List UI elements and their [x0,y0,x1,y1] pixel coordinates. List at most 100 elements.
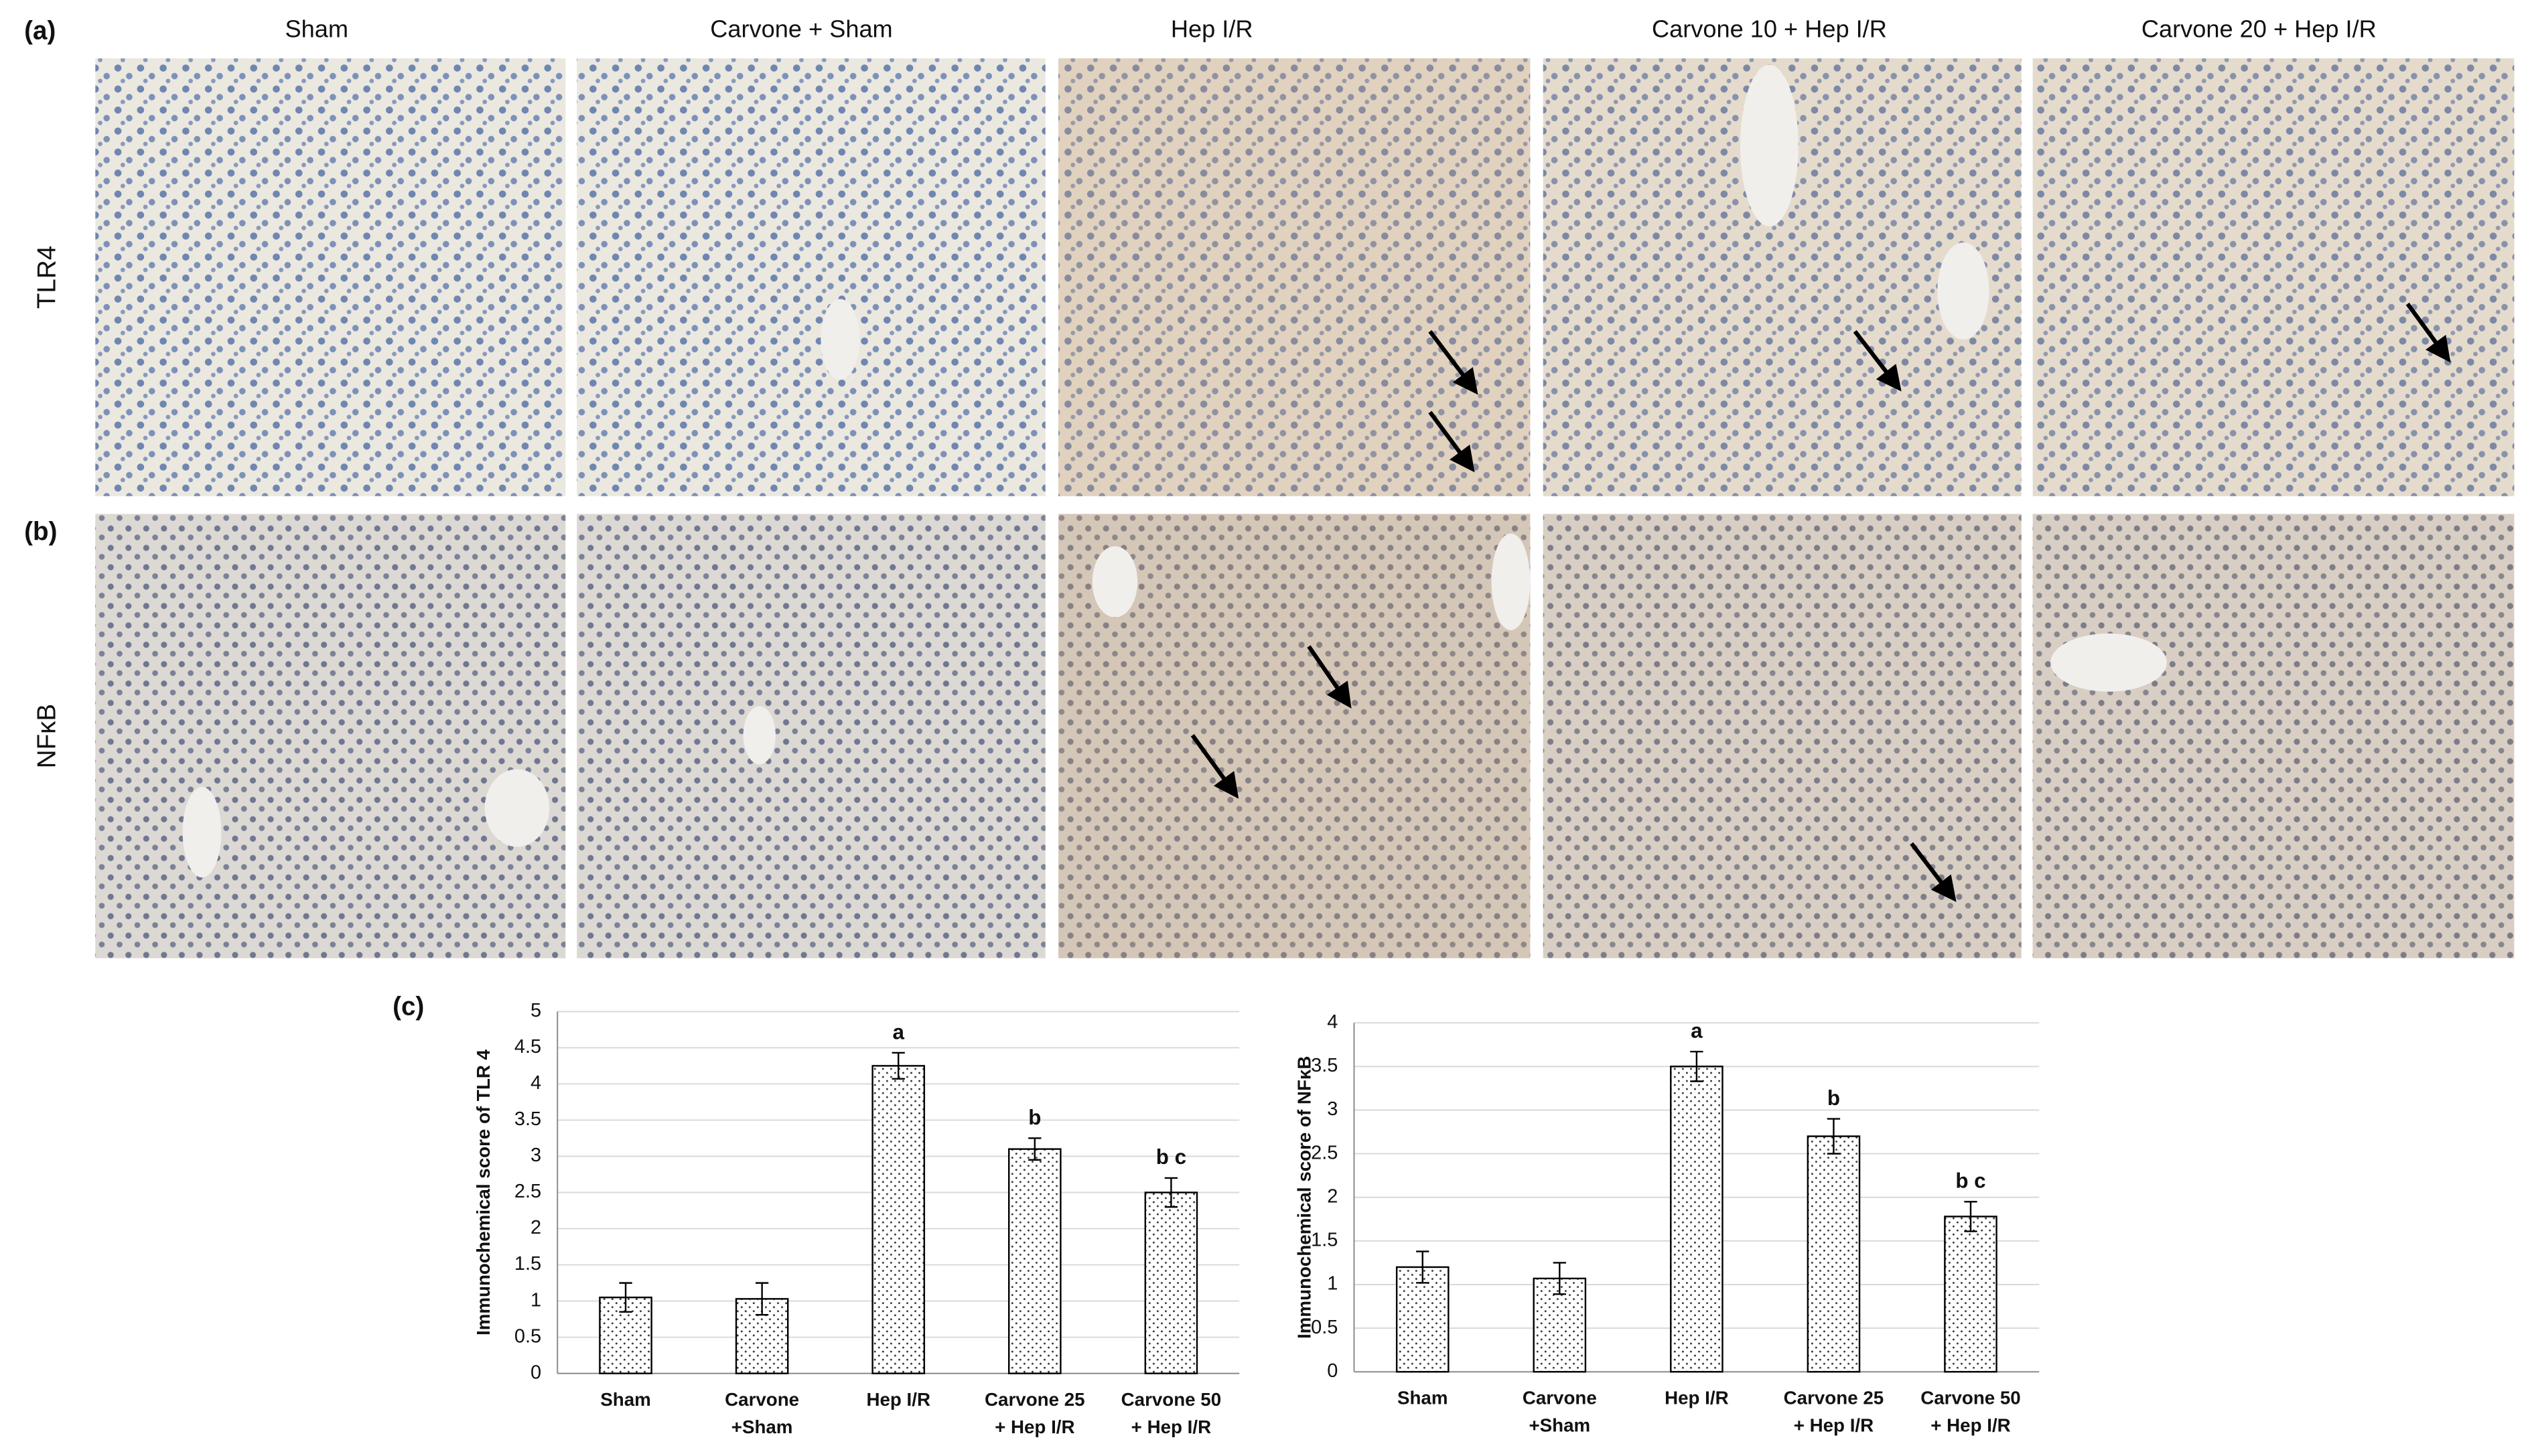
x-tick-label: Hep I/R [1665,1388,1729,1408]
bar [1395,1266,1450,1373]
y-tick-label: 0.5 [514,1325,541,1347]
bar [1008,1148,1062,1374]
y-tick-label: 3.5 [1311,1055,1338,1076]
column-title: Carvone + Sham [710,15,892,43]
vessel [182,787,222,878]
vessel [821,299,860,380]
y-tick-label: 3 [531,1145,541,1166]
row-label: NFκB [33,704,62,768]
x-tick-label: + Hep I/R [1930,1415,2010,1436]
arrow [2405,302,2451,363]
y-tick-label: 1 [531,1289,541,1311]
y-axis-label: Immunochemical score of NFκB [1293,1056,1314,1339]
y-tick-label: 3.5 [514,1108,541,1130]
stain-overlay [1058,58,1531,496]
y-tick-label: 1 [1327,1273,1338,1295]
micrograph [1058,58,1531,496]
panel-label: (a) [24,17,56,46]
error-bar [1827,1118,1841,1155]
arrow [1428,330,1478,395]
x-tick-label: Carvone [725,1389,799,1410]
micrograph [2032,514,2515,958]
column-title: Carvone 20 + Hep I/R [2141,15,2377,43]
error-bar [1416,1250,1429,1284]
micrograph [577,58,1046,496]
error-bar [755,1282,769,1316]
y-tick-label: 5 [531,1000,541,1021]
significance-label: a [892,1020,904,1043]
micrograph [95,58,566,496]
vessel [1740,64,1799,226]
bar [1944,1216,1997,1373]
x-tick-label: Sham [1397,1388,1448,1408]
arrow [1853,330,1902,392]
error-bar [1690,1051,1703,1082]
y-tick-label: 2 [1327,1185,1338,1207]
y-tick-label: 1.5 [514,1253,541,1275]
vessel [484,769,550,847]
vessel [2050,633,2167,692]
y-axis-label: Immunochemical score of TLR 4 [473,1049,494,1335]
error-bar [619,1282,632,1313]
y-tick-label: 3 [1327,1098,1338,1120]
micrograph [577,514,1046,958]
x-tick-label: Hep I/R [866,1389,930,1410]
y-tick-label: 2 [531,1217,541,1238]
y-tick-label: 4.5 [514,1036,541,1058]
bar [871,1065,926,1374]
column-title: Hep I/R [1171,15,1253,43]
error-bar [892,1051,905,1080]
x-tick-label: Carvone [1523,1388,1597,1408]
row-label: TLR4 [33,246,62,309]
vessel [1092,546,1138,617]
bar [1670,1066,1724,1373]
significance-label: b c [1156,1145,1186,1169]
column-title: Sham [285,15,349,43]
y-tick-label: 4 [1327,1011,1338,1033]
vessel [1491,533,1531,631]
x-tick-label: Sham [600,1389,651,1410]
x-tick-label: + Hep I/R [1131,1416,1211,1437]
significance-label: b c [1955,1169,1985,1193]
significance-label: b [1827,1086,1840,1110]
arrow [1910,842,1957,902]
y-tick-label: 2.5 [514,1181,541,1202]
vessel [743,706,776,765]
x-tick-label: Carvone 50 [1920,1388,2021,1408]
vessel [1937,242,1989,340]
arrow [1307,645,1352,709]
stain-overlay [2032,514,2515,958]
y-tick-label: 0.5 [1311,1317,1338,1338]
x-tick-label: + Hep I/R [1794,1415,1874,1436]
y-tick-label: 4 [531,1072,541,1094]
stain-overlay [1543,514,2022,958]
bar [1144,1191,1198,1374]
x-tick-label: + Hep I/R [995,1416,1074,1437]
x-tick-label: +Sham [731,1416,793,1437]
stain-overlay [2032,58,2515,496]
x-tick-label: Carvone 25 [985,1389,1085,1410]
y-tick-label: 0 [531,1362,541,1383]
significance-label: b [1028,1106,1041,1129]
error-bar [1164,1177,1178,1208]
y-tick-label: 2.5 [1311,1142,1338,1163]
panel-label: (b) [24,518,57,547]
x-tick-label: Carvone 25 [1784,1388,1884,1408]
x-tick-label: +Sham [1529,1415,1590,1436]
y-tick-label: 0 [1327,1360,1338,1382]
x-tick-label: Carvone 50 [1121,1389,1222,1410]
arrow [1190,734,1239,799]
micrograph [95,514,566,958]
micrograph [2032,58,2515,496]
error-bar [1028,1137,1042,1161]
error-bar [1964,1201,1977,1232]
column-title: Carvone 10 + Hep I/R [1652,15,1887,43]
y-tick-label: 1.5 [1311,1230,1338,1251]
panel-label: (c) [393,993,424,1021]
arrow [1428,411,1475,473]
significance-label: a [1691,1019,1703,1043]
bar [1807,1135,1861,1373]
error-bar [1553,1262,1566,1295]
